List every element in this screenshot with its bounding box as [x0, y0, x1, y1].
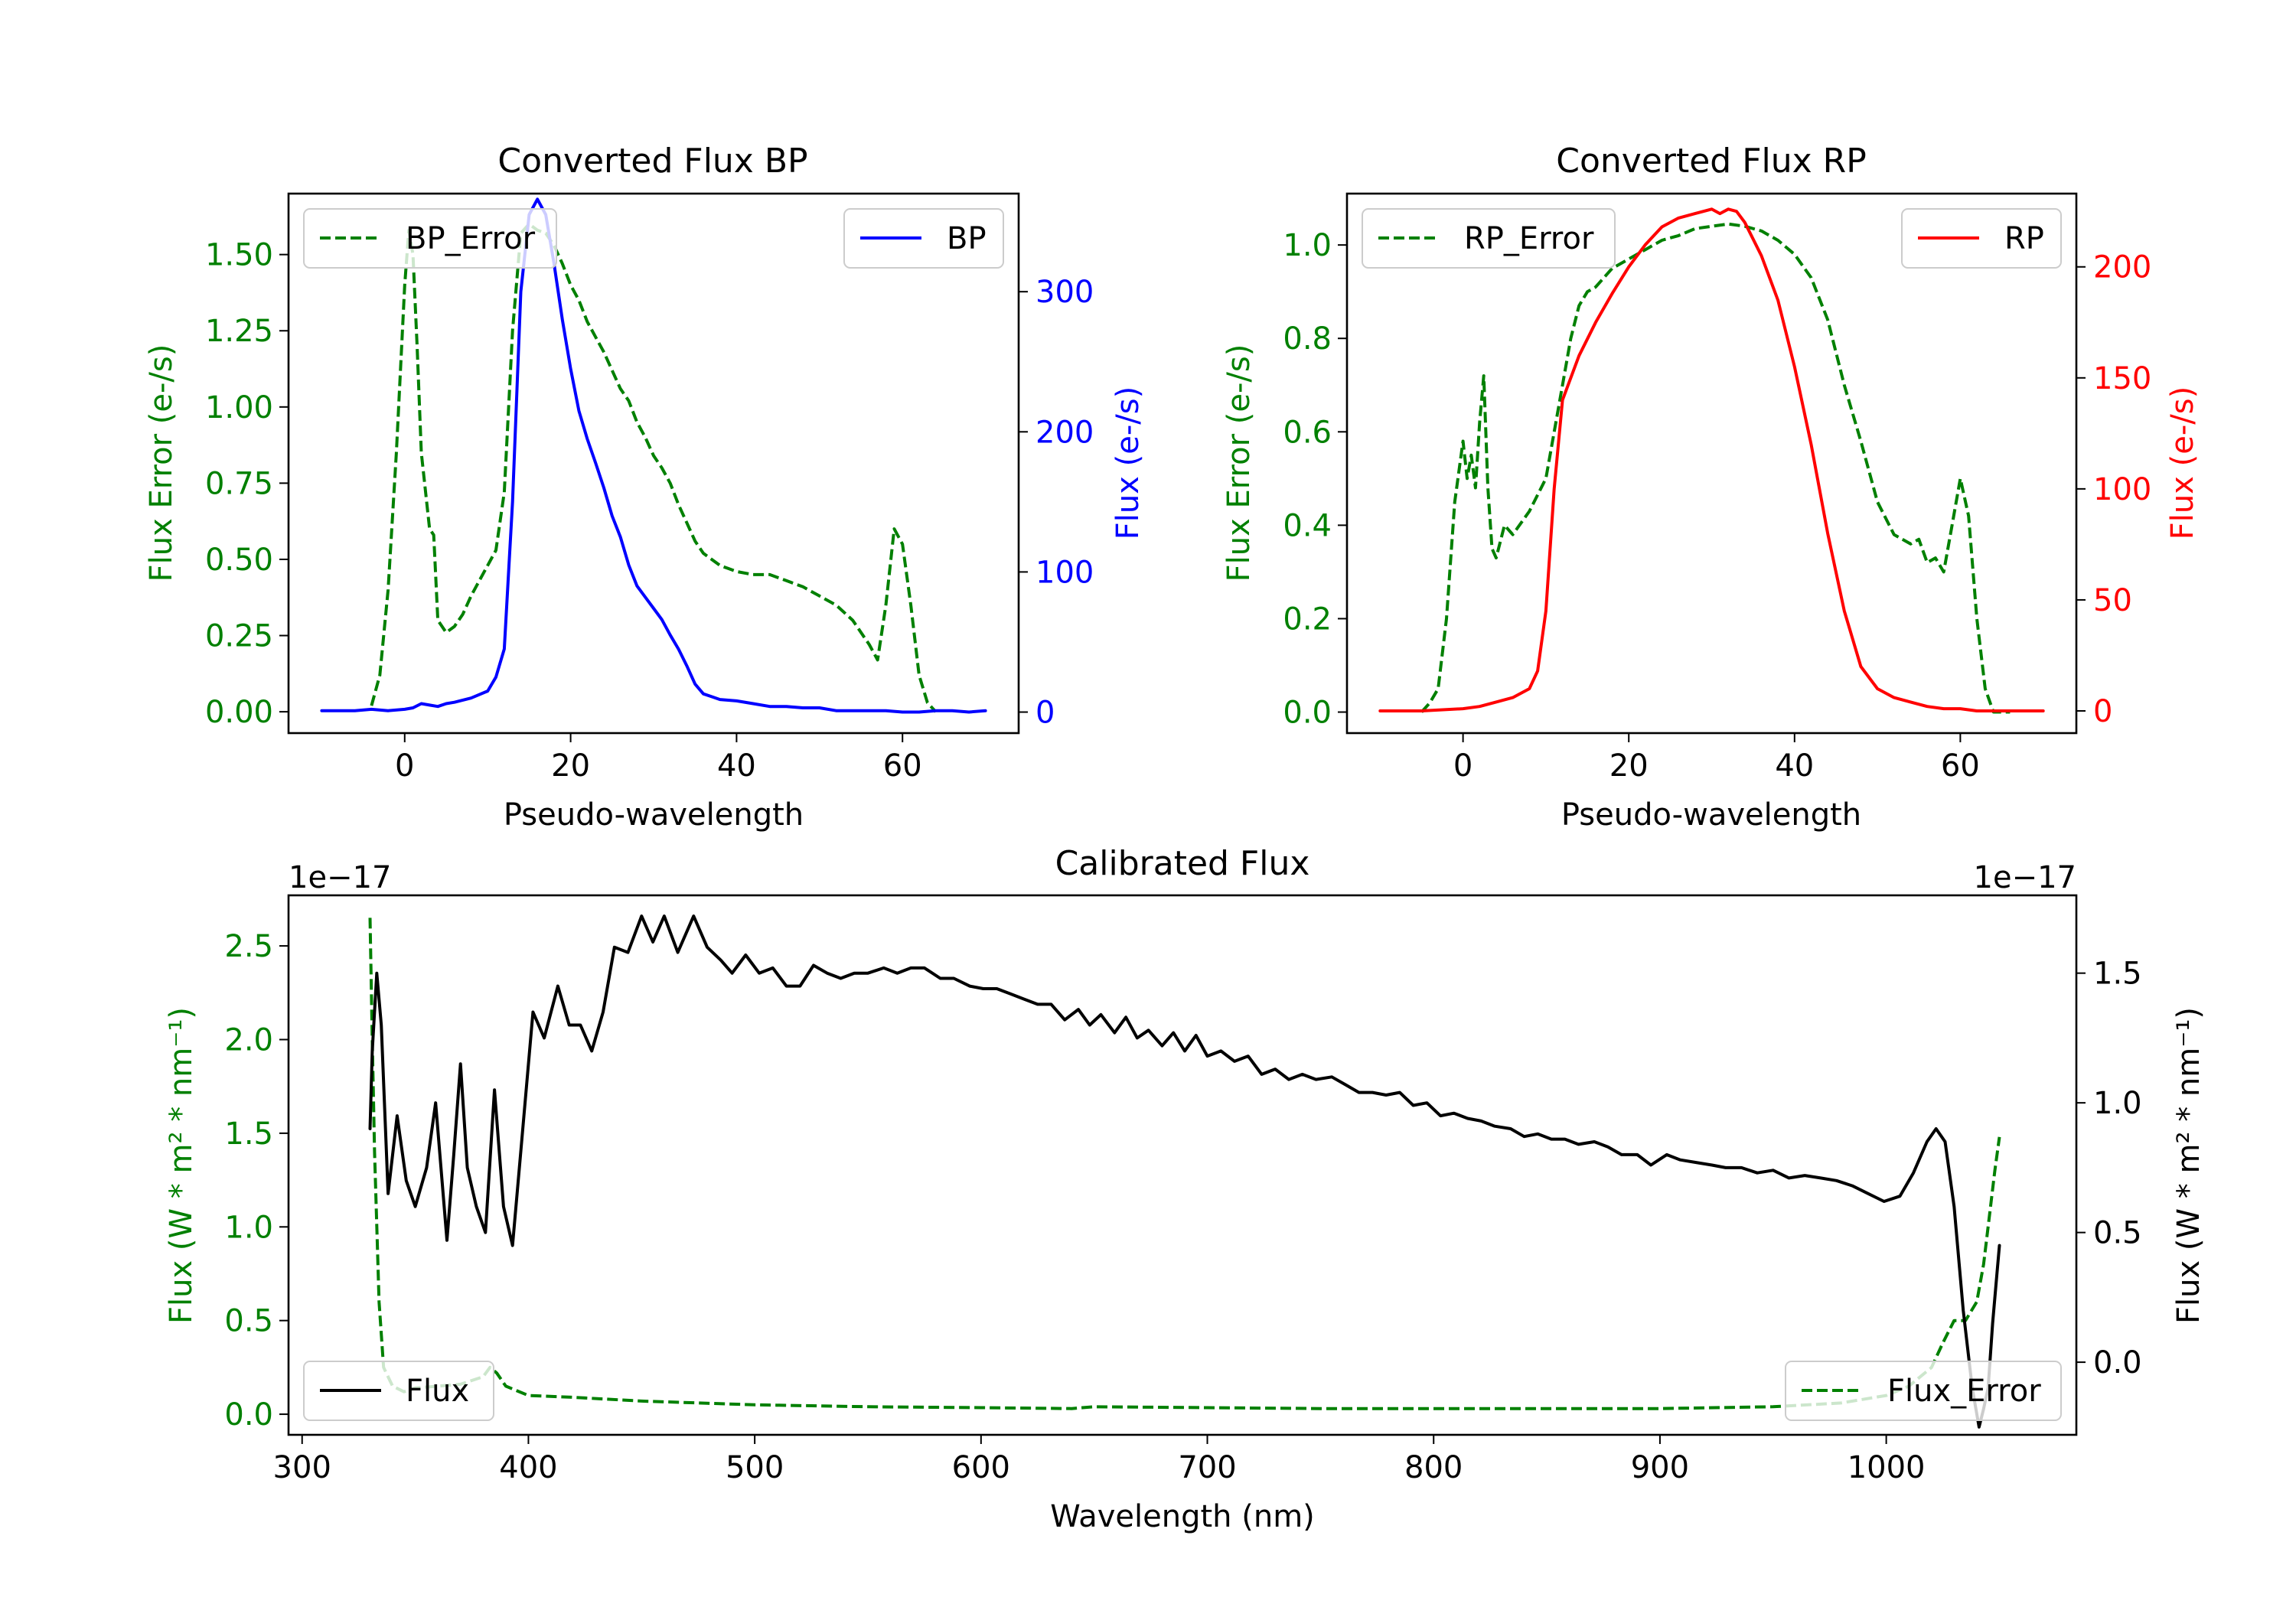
cal-title: Calibrated Flux — [1055, 844, 1310, 883]
cal-plot-area — [368, 914, 2001, 1429]
cal-legend-flux-label: Flux — [406, 1374, 469, 1409]
cal-x-tick-label: 500 — [726, 1450, 784, 1485]
rp-left-tick-label: 0.6 — [1283, 415, 1332, 450]
rp-right-tick-label: 0 — [2093, 694, 2112, 729]
cal-left-tick-label: 0.5 — [224, 1304, 273, 1339]
bp-left-tick-label: 0.50 — [205, 543, 273, 578]
cal-frame — [287, 894, 2078, 1436]
cal-legend-flux: Flux — [303, 1361, 494, 1421]
bp-right-tick-label: 200 — [1035, 415, 1094, 450]
bp-left-tick-label: 1.00 — [205, 390, 273, 425]
bp-x-tick-label: 60 — [883, 748, 922, 784]
rp-frame — [1345, 192, 2078, 735]
cal-series-flux — [368, 914, 2001, 1429]
rp-ylabel-left: Flux Error (e-/s) — [1221, 344, 1257, 582]
cal-right-tick-label: 0.5 — [2093, 1216, 2142, 1251]
bp-x-tick-label: 20 — [551, 748, 590, 784]
cal-ylabel-right: Flux (W * m² * nm⁻¹) — [2171, 1007, 2206, 1324]
cal-offset-left: 1e−17 — [289, 860, 391, 895]
cal-left-tick-label: 1.0 — [224, 1210, 273, 1245]
rp-series-rp — [1378, 207, 2045, 712]
bp-ylabel-right: Flux (e-/s) — [1110, 386, 1146, 539]
cal-ylabel-left: Flux (W * m² * nm⁻¹) — [164, 1007, 199, 1324]
bp-left-tick-label: 0.00 — [205, 695, 273, 730]
cal-left-ticks: 0.0 0.5 1.0 1.5 2.0 2.5 — [224, 929, 289, 1433]
rp-left-tick-label: 1.0 — [1283, 228, 1332, 263]
rp-x-tick-label: 20 — [1609, 748, 1649, 784]
rp-plot-area — [1378, 207, 2045, 714]
bp-title: Converted Flux BP — [497, 142, 807, 181]
cal-x-tick-label: 600 — [952, 1450, 1010, 1485]
rp-x-tick-label: 60 — [1941, 748, 1980, 784]
bp-x-ticks: 0 20 40 60 — [395, 733, 922, 784]
bp-plot-area — [320, 197, 987, 714]
cal-x-tick-label: 300 — [273, 1450, 331, 1485]
rp-left-tick-label: 0.0 — [1283, 696, 1332, 731]
bp-legend-error-label: BP_Error — [406, 221, 536, 256]
cal-legend-error: Flux_Error — [1785, 1361, 2062, 1421]
cal-right-tick-label: 0.0 — [2093, 1345, 2142, 1380]
rp-right-tick-label: 100 — [2093, 472, 2151, 507]
bp-left-tick-label: 0.75 — [205, 466, 273, 501]
panel-calibrated: Calibrated Flux 1e−17 1e−17 0.0 0.5 1.0 1.5… — [164, 844, 2206, 1534]
cal-right-tick-label: 1.5 — [2093, 957, 2142, 992]
rp-right-tick-label: 200 — [2093, 250, 2151, 285]
bp-x-tick-label: 40 — [717, 748, 756, 784]
bp-left-tick-label: 0.25 — [205, 619, 273, 654]
rp-left-tick-label: 0.2 — [1283, 601, 1332, 637]
cal-left-tick-label: 2.5 — [224, 929, 273, 964]
bp-xlabel: Pseudo-wavelength — [504, 797, 804, 833]
bp-legend-flux-label: BP — [947, 221, 987, 256]
cal-xlabel: Wavelength (nm) — [1050, 1499, 1315, 1534]
bp-series-bp — [320, 197, 987, 714]
cal-left-tick-label: 2.0 — [224, 1022, 273, 1058]
rp-left-tick-label: 0.4 — [1283, 508, 1332, 543]
cal-x-tick-label: 900 — [1631, 1450, 1689, 1485]
bp-right-ticks: 0 100 200 300 — [1019, 275, 1094, 731]
bp-series-bp-error — [370, 222, 938, 713]
rp-title: Converted Flux RP — [1556, 142, 1867, 181]
rp-legend-error: RP_Error — [1362, 208, 1616, 269]
bp-right-tick-label: 100 — [1035, 555, 1094, 590]
cal-x-tick-label: 800 — [1404, 1450, 1463, 1485]
rp-left-tick-label: 0.8 — [1283, 321, 1332, 357]
cal-x-tick-label: 400 — [499, 1450, 557, 1485]
rp-legend-flux: RP — [1901, 208, 2062, 269]
bp-frame — [287, 192, 1020, 735]
bp-ylabel-left: Flux Error (e-/s) — [144, 344, 179, 582]
rp-xlabel: Pseudo-wavelength — [1561, 797, 1861, 833]
bp-right-tick-label: 0 — [1035, 696, 1055, 731]
cal-x-tick-label: 1000 — [1848, 1450, 1926, 1485]
bp-legend-error: BP_Error — [303, 208, 557, 269]
cal-right-tick-label: 1.0 — [2093, 1086, 2142, 1121]
bp-legend-flux: BP — [843, 208, 1004, 269]
rp-x-tick-label: 0 — [1453, 748, 1473, 784]
cal-left-tick-label: 0.0 — [224, 1397, 273, 1433]
rp-legend-error-label: RP_Error — [1464, 221, 1594, 256]
cal-left-tick-label: 1.5 — [224, 1116, 273, 1152]
cal-x-tick-label: 700 — [1178, 1450, 1236, 1485]
panel-bp: Converted Flux BP 0.00 0.25 0.50 0.75 1.00 1.… — [144, 142, 1146, 833]
panel-rp: Converted Flux RP 0.0 0.2 0.4 0.6 0.8 1.0 0 50… — [1221, 142, 2200, 833]
bp-right-tick-label: 300 — [1035, 275, 1094, 310]
rp-x-ticks: 0 20 40 60 — [1453, 733, 1980, 784]
cal-offset-right: 1e−17 — [1974, 860, 2076, 895]
rp-right-tick-label: 150 — [2093, 361, 2151, 396]
rp-legend-flux-label: RP — [2004, 221, 2044, 256]
bp-left-tick-label: 1.25 — [205, 314, 273, 349]
cal-x-ticks: 300 400 500 600 700 800 900 1000 — [273, 1435, 1926, 1485]
bp-left-ticks: 0.00 0.25 0.50 0.75 1.00 1.25 1.50 — [205, 238, 289, 730]
bp-x-tick-label: 0 — [395, 748, 414, 784]
rp-ylabel-right: Flux (e-/s) — [2165, 386, 2200, 539]
cal-right-ticks: 0.0 0.5 1.0 1.5 — [2076, 957, 2142, 1380]
cal-series-flux-error — [368, 918, 2001, 1410]
rp-right-ticks: 0 50 100 150 200 — [2076, 250, 2151, 729]
bp-left-tick-label: 1.50 — [205, 238, 273, 273]
cal-legend-error-label: Flux_Error — [1887, 1374, 2041, 1409]
rp-right-tick-label: 50 — [2093, 583, 2132, 618]
rp-x-tick-label: 40 — [1775, 748, 1814, 784]
rp-left-ticks: 0.0 0.2 0.4 0.6 0.8 1.0 — [1283, 228, 1347, 731]
